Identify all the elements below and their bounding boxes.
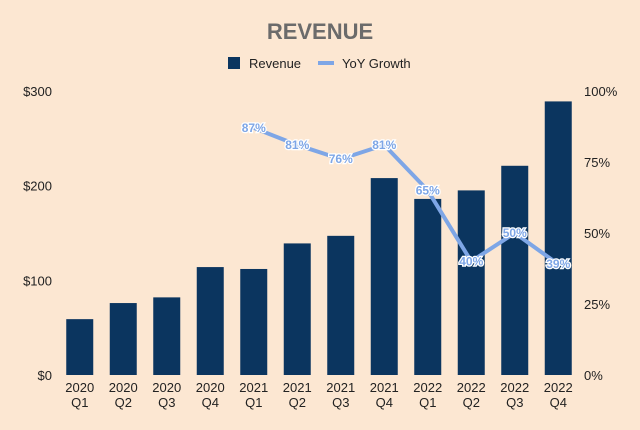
yoy-growth-data-label: 81% — [285, 138, 309, 152]
revenue-bar — [458, 190, 485, 375]
yoy-growth-data-label: 87% — [242, 121, 266, 135]
revenue-bar — [110, 303, 137, 375]
revenue-bars — [66, 101, 572, 375]
yoy-growth-data-label: 39% — [546, 257, 570, 271]
x-tick-label: 2021 Q2 — [283, 380, 312, 410]
revenue-bar — [284, 243, 311, 375]
x-tick-label: 2021 Q4 — [370, 380, 399, 410]
yoy-growth-data-label: 40% — [459, 254, 483, 268]
y-right-tick-label: 75% — [584, 155, 610, 170]
x-tick-label: 2020 Q3 — [152, 380, 181, 410]
revenue-bar — [153, 297, 180, 375]
y-axis-left: $0 $100 $200 $300 — [23, 84, 52, 383]
y-left-tick-label: $200 — [23, 179, 52, 194]
legend-swatch-revenue — [228, 57, 240, 69]
legend-item-yoy-growth: YoY Growth — [318, 56, 411, 71]
y-left-tick-label: $0 — [38, 368, 52, 383]
legend: Revenue YoY Growth — [228, 56, 411, 71]
y-left-tick-label: $100 — [23, 273, 52, 288]
revenue-bar — [545, 101, 572, 375]
legend-label-revenue: Revenue — [249, 56, 301, 71]
y-right-tick-label: 25% — [584, 297, 610, 312]
legend-item-revenue: Revenue — [228, 56, 301, 71]
revenue-bar — [501, 166, 528, 375]
y-right-tick-label: 100% — [584, 84, 618, 99]
x-tick-label: 2022 Q1 — [413, 380, 442, 410]
yoy-growth-data-label: 81% — [372, 138, 396, 152]
yoy-growth-data-label: 50% — [503, 226, 527, 240]
y-right-tick-label: 50% — [584, 226, 610, 241]
x-axis: 2020 Q1 2020 Q2 2020 Q3 2020 Q4 2021 Q1 2021 Q2 2021… — [65, 380, 572, 410]
revenue-bar — [414, 199, 441, 375]
chart-title: REVENUE — [267, 19, 373, 44]
legend-label-yoy-growth: YoY Growth — [342, 56, 411, 71]
y-right-tick-label: 0% — [584, 368, 603, 383]
revenue-bar — [240, 269, 267, 375]
x-tick-label: 2022 Q3 — [500, 380, 529, 410]
x-tick-label: 2021 Q1 — [239, 380, 268, 410]
revenue-bar — [66, 319, 93, 375]
y-axis-right: 0% 25% 50% 75% 100% — [584, 84, 618, 383]
x-tick-label: 2020 Q2 — [109, 380, 138, 410]
revenue-bar — [327, 236, 354, 375]
x-tick-label: 2022 Q4 — [544, 380, 573, 410]
y-left-tick-label: $300 — [23, 84, 52, 99]
x-tick-label: 2020 Q1 — [65, 380, 94, 410]
revenue-bar — [197, 267, 224, 375]
x-tick-label: 2021 Q3 — [326, 380, 355, 410]
yoy-growth-data-label: 65% — [416, 183, 440, 197]
x-tick-label: 2020 Q4 — [196, 380, 225, 410]
yoy-growth-data-label: 76% — [329, 152, 353, 166]
x-tick-label: 2022 Q2 — [457, 380, 486, 410]
revenue-bar — [371, 178, 398, 375]
